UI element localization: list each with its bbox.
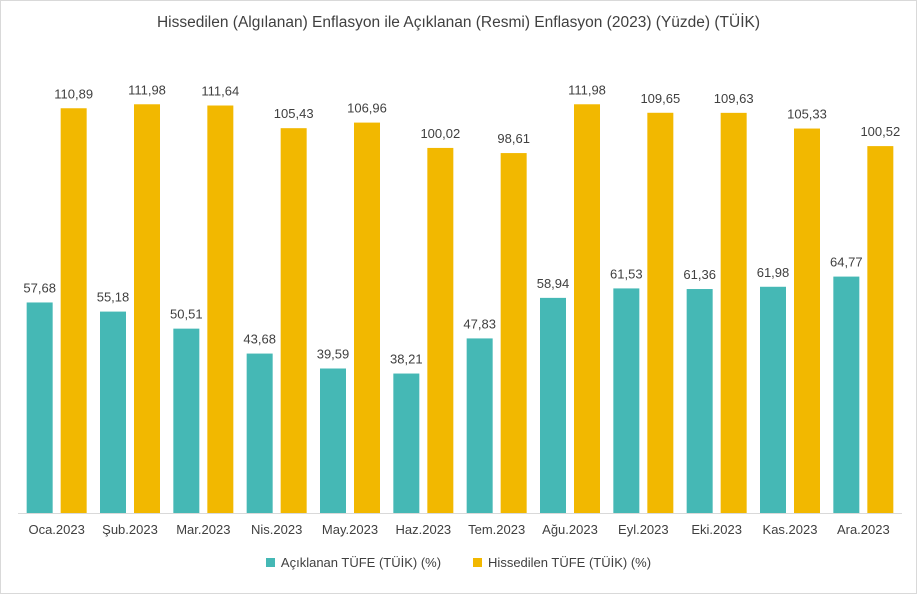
data-label-hissedilen-8: 109,65 [640, 91, 680, 106]
bar-aciklanan-0 [26, 302, 53, 513]
data-label-hissedilen-2: 111,64 [201, 84, 239, 99]
data-labels-layer: 57,68 110,89 55,18 111,98 50,51 111,64 43,68 10… [23, 82, 900, 366]
bar-hissedilen-7 [574, 104, 600, 513]
data-label-hissedilen-5: 100,02 [420, 126, 460, 141]
x-tick-label-10: Kas.2023 [763, 522, 818, 537]
bar-hissedilen-2 [207, 105, 234, 513]
bar-hissedilen-0 [60, 108, 87, 514]
x-tick-label-2: Mar.2023 [176, 522, 230, 537]
data-label-aciklanan-6: 47,83 [463, 316, 496, 331]
data-label-hissedilen-10: 105,33 [787, 107, 827, 122]
data-label-aciklanan-7: 58,94 [537, 276, 570, 291]
bar-hissedilen-1 [134, 104, 160, 513]
data-label-hissedilen-7: 111,98 [568, 82, 606, 97]
x-tick-label-1: Şub.2023 [102, 522, 158, 537]
data-label-hissedilen-4: 106,96 [347, 101, 387, 116]
bar-hissedilen-9 [720, 112, 747, 514]
bar-aciklanan-6 [466, 338, 493, 513]
x-tick-label-8: Eyl.2023 [618, 522, 669, 537]
bar-hissedilen-6 [500, 153, 527, 514]
bar-aciklanan-7 [540, 297, 566, 513]
data-label-aciklanan-1: 55,18 [97, 290, 130, 305]
bar-hissedilen-5 [427, 147, 454, 513]
data-label-hissedilen-6: 98,61 [497, 131, 530, 146]
bar-hissedilen-3 [280, 128, 307, 514]
data-label-aciklanan-2: 50,51 [170, 307, 203, 322]
data-label-hissedilen-0: 110,89 [54, 86, 93, 101]
bar-aciklanan-10 [760, 286, 786, 513]
legend-item-hissedilen: Hissedilen TÜFE (TÜİK) (%) [473, 555, 651, 570]
bar-hissedilen-4 [354, 122, 380, 513]
legend-label-aciklanan: Açıklanan TÜFE (TÜİK) (%) [280, 555, 442, 570]
legend-item-aciklanan: Açıklanan TÜFE (TÜİK) (%) [265, 555, 442, 570]
bar-aciklanan-4 [320, 368, 346, 513]
x-tick-label-5: Haz.2023 [396, 522, 452, 537]
bar-aciklanan-11 [833, 276, 860, 513]
data-label-aciklanan-5: 38,21 [390, 352, 423, 367]
x-tick-label-9: Eki.2023 [691, 522, 742, 537]
data-label-hissedilen-11: 100,52 [860, 124, 900, 139]
legend-swatch-hissedilen [473, 558, 483, 567]
x-tick-label-6: Tem.2023 [468, 522, 525, 537]
data-label-aciklanan-3: 43,68 [243, 332, 276, 347]
x-axis-tick-labels: Oca.2023 Şub.2023 Mar.2023 Nis.2023 May.2023… [28, 522, 889, 537]
bar-aciklanan-2 [173, 328, 200, 513]
x-tick-label-11: Ara.2023 [837, 522, 890, 537]
data-label-hissedilen-1: 111,98 [128, 82, 166, 97]
data-label-aciklanan-9: 61,36 [683, 267, 716, 282]
data-label-aciklanan-10: 61,98 [757, 265, 790, 280]
data-label-hissedilen-3: 105,43 [274, 106, 314, 121]
legend-swatch-aciklanan [265, 558, 275, 567]
data-label-aciklanan-11: 64,77 [830, 255, 863, 270]
data-label-aciklanan-0: 57,68 [23, 280, 56, 295]
bar-aciklanan-3 [246, 353, 273, 513]
legend: Açıklanan TÜFE (TÜİK) (%) Hissedilen TÜF… [0, 555, 917, 570]
data-label-hissedilen-9: 109,63 [714, 91, 754, 106]
chart-title: Hissedilen (Algılanan) Enflasyon ile Açı… [156, 14, 761, 31]
bar-aciklanan-9 [686, 289, 713, 513]
data-label-aciklanan-8: 61,53 [610, 266, 643, 281]
x-tick-label-3: Nis.2023 [251, 522, 302, 537]
bar-hissedilen-11 [867, 146, 894, 514]
bar-aciklanan-1 [100, 311, 126, 513]
bar-aciklanan-5 [393, 373, 420, 513]
legend-label-hissedilen: Hissedilen TÜFE (TÜİK) (%) [488, 555, 652, 570]
x-tick-label-0: Oca.2023 [28, 522, 84, 537]
x-tick-label-7: Ağu.2023 [542, 522, 598, 537]
bars-layer [26, 104, 894, 514]
bar-aciklanan-8 [613, 288, 640, 513]
bar-hissedilen-8 [647, 112, 674, 513]
x-tick-label-4: May.2023 [322, 522, 378, 537]
bar-hissedilen-10 [794, 128, 820, 513]
data-label-aciklanan-4: 39,59 [317, 346, 350, 361]
